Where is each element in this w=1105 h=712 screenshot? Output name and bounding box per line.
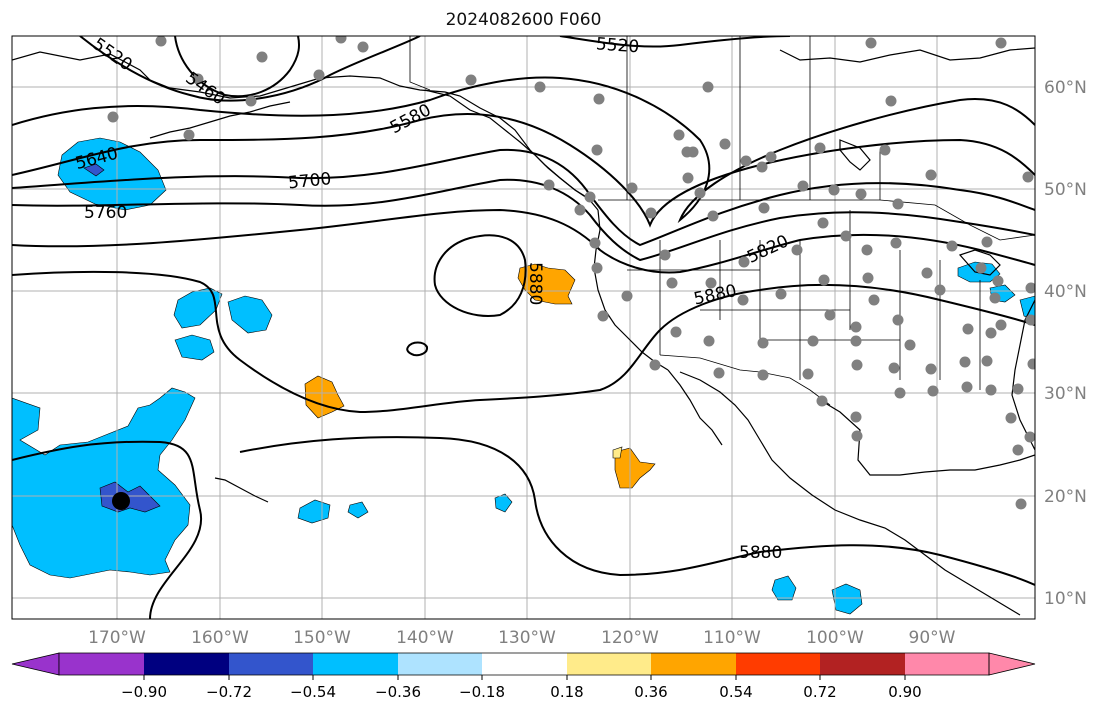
colorbar-tick-label: −0.54: [290, 683, 336, 701]
contour-5880-south: [12, 436, 1035, 619]
gridlines: [12, 36, 1035, 619]
colorbar-segment: [144, 653, 229, 675]
colorbar-extend-high: [988, 652, 1036, 676]
lon-label: 160°W: [191, 628, 249, 648]
contour-5640: [12, 113, 1035, 228]
colorbar-tick-label: −0.36: [375, 683, 421, 701]
hawaii: [214, 477, 269, 503]
lat-label: 20°N: [1044, 487, 1087, 507]
colorbar-tick-label: −0.72: [206, 683, 252, 701]
lon-label: 90°W: [909, 628, 956, 648]
colorbar-segment: [59, 653, 144, 675]
colorbar-extend-low: [11, 652, 60, 676]
baja: [667, 369, 723, 446]
colorbar-tick-label: 0.54: [719, 683, 752, 701]
contour-5880-north: [12, 270, 1035, 414]
mexico-west: [679, 371, 1021, 616]
lon-label: 100°W: [806, 628, 864, 648]
pos-anomaly-mexico-weak: [612, 446, 623, 459]
lon-label: 150°W: [293, 628, 351, 648]
lat-label: 40°N: [1044, 282, 1087, 302]
colorbar: −0.90 −0.72 −0.54 −0.36 −0.18 0.18 0.36 …: [11, 652, 1036, 701]
neg-anomaly-blob-3: [174, 334, 215, 361]
aleutian-chain: [149, 101, 291, 139]
canada-north: [779, 47, 1035, 63]
contour-5580: [12, 76, 1035, 224]
latitude-labels: 60°N 50°N 40°N 30°N 20°N 10°N: [1044, 78, 1087, 609]
neg-anomaly-blob-2: [227, 295, 273, 334]
colorbar-segment: [482, 653, 567, 675]
contour-5520-east: [559, 36, 791, 48]
colorbar-tick-label: 0.90: [888, 683, 921, 701]
contour-label: 5880: [739, 543, 782, 563]
coastlines: [12, 47, 1035, 616]
map-frame: [11, 35, 1036, 620]
colorbar-tick-label: −0.18: [459, 683, 505, 701]
lon-label: 120°W: [601, 628, 659, 648]
contour-5460: [174, 36, 300, 98]
longitude-labels: 170°W 160°W 150°W 140°W 130°W 120°W 110°…: [88, 628, 956, 648]
colorbar-segment: [398, 653, 482, 675]
colorbar-segment: [229, 653, 313, 675]
alaska-canada-border: [409, 36, 431, 91]
colorbar-segment: [313, 653, 398, 675]
lon-label: 170°W: [88, 628, 146, 648]
contour-label: 5520: [595, 34, 640, 57]
contour-label: 5700: [287, 169, 332, 193]
contour-5880-small: [406, 341, 429, 357]
neg-anomaly-aleutian-core: [83, 163, 105, 177]
colorbar-tick-label: 0.36: [634, 683, 667, 701]
neg-anomaly-blob-6: [494, 493, 513, 513]
contour-5880-loop: [433, 234, 527, 317]
neg-anomaly-blob-7: [771, 575, 797, 601]
alaska-coast: [12, 51, 591, 201]
station-dots: [107, 36, 1035, 510]
highlight-station: [112, 492, 130, 510]
colorbar-segment: [820, 653, 905, 675]
colorbar-segment: [905, 653, 989, 675]
neg-anomaly-blob-8: [831, 583, 863, 615]
contour-label: 5880: [525, 262, 545, 305]
contour-5820: [12, 208, 1035, 274]
neg-anomaly-blob-5: [347, 501, 369, 519]
lat-label: 30°N: [1044, 384, 1087, 404]
provincial-lines: [626, 36, 881, 200]
contour-label: 5760: [84, 203, 127, 223]
map-title: 2024082600 F060: [445, 10, 602, 30]
colorbar-tick-label: 0.72: [803, 683, 836, 701]
contour-5700: [12, 148, 1035, 247]
neg-anomaly-east-2: [1019, 295, 1035, 321]
colorbar-segment: [567, 653, 651, 675]
lat-label: 50°N: [1044, 180, 1087, 200]
canada-us-border: [598, 199, 1035, 241]
lat-label: 10°N: [1044, 589, 1087, 609]
colorbar-segment: [736, 653, 820, 675]
pos-anomaly-mexico: [614, 447, 656, 489]
colorbar-tick-label: −0.90: [121, 683, 167, 701]
neg-anomaly-central-pacific: [12, 387, 196, 579]
colorbar-tick-label: 0.18: [550, 683, 583, 701]
lon-label: 140°W: [396, 628, 454, 648]
gulf-coast: [819, 399, 1035, 476]
colorbar-segment: [651, 653, 736, 675]
lat-label: 60°N: [1044, 78, 1087, 98]
bc-coast: [424, 89, 599, 211]
lon-label: 110°W: [703, 628, 761, 648]
great-lakes: [958, 249, 1001, 276]
contour-5760: [12, 178, 1035, 262]
lon-label: 130°W: [498, 628, 556, 648]
